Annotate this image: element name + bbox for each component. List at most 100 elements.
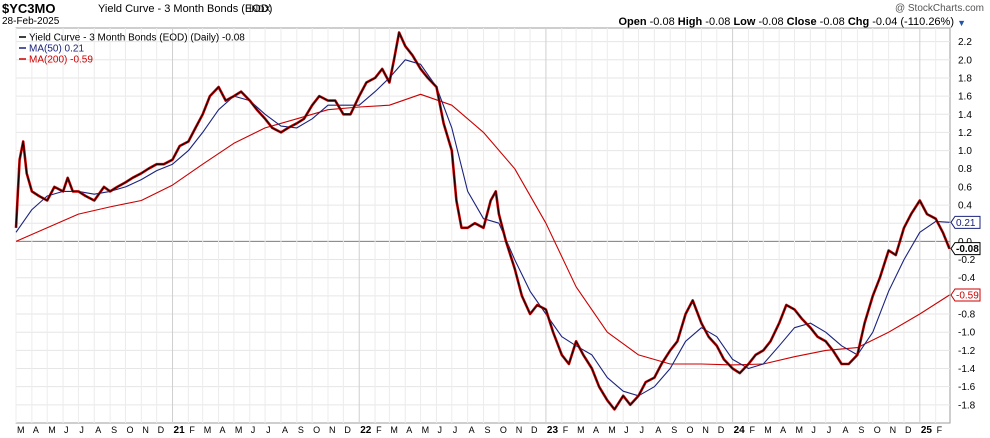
x-month-label: D: [344, 425, 351, 435]
ohlc-readout: Open -0.08 High -0.08 Low -0.08 Close -0…: [618, 16, 954, 28]
x-month-label: M: [796, 425, 804, 435]
y-tick-label: 1.4: [958, 110, 972, 121]
x-month-label: F: [189, 425, 195, 435]
price-series-line: [15, 32, 950, 410]
x-month-label: A: [33, 425, 39, 435]
legend-entry: MA(50) 0.21: [29, 44, 84, 55]
ma200-series-line: [15, 93, 950, 366]
x-month-label: A: [780, 425, 786, 435]
low-label: Low: [733, 16, 756, 28]
x-month-label: D: [905, 425, 912, 435]
last-value-tag-box: [950, 242, 981, 256]
x-month-label: D: [718, 425, 725, 435]
high-value: -0.08: [705, 16, 731, 28]
x-month-label: A: [220, 425, 226, 435]
x-month-label: M: [764, 425, 772, 435]
x-month-label: N: [142, 425, 149, 435]
x-month-label: A: [282, 425, 288, 435]
y-tick-label: 0.6: [958, 182, 972, 193]
x-month-label: A: [593, 425, 599, 435]
y-tick-label: -1.8: [958, 400, 976, 411]
x-year-label: 25: [921, 425, 933, 436]
y-tick-label: -0.4: [958, 273, 976, 284]
x-month-label: N: [890, 425, 897, 435]
x-month-label: N: [329, 425, 336, 435]
chart-market: INDX: [249, 4, 271, 14]
y-tick-label: 2.2: [958, 37, 972, 48]
last-value-tag-box: [950, 215, 981, 229]
last-value-tag-text: -0.59: [956, 290, 979, 301]
last-value-tag: 0.21: [950, 215, 981, 229]
legend: Yield Curve - 3 Month Bonds (EOD) (Daily…: [19, 33, 245, 66]
y-tick-label: 1.0: [958, 146, 972, 157]
chg-value: -0.04 (-110.26%): [872, 16, 954, 28]
x-year-label: 22: [360, 425, 372, 436]
chart-date: 28-Feb-2025: [2, 16, 60, 27]
x-month-label: F: [937, 425, 943, 435]
x-month-label: J: [266, 425, 271, 435]
x-month-label: O: [126, 425, 133, 435]
x-year-label: 24: [734, 425, 746, 436]
legend-entry: Yield Curve - 3 Month Bonds (EOD) (Daily…: [29, 33, 245, 44]
y-tick-label: -0.8: [958, 310, 976, 321]
x-month-label: S: [858, 425, 864, 435]
x-month-label: A: [655, 425, 661, 435]
x-month-label: M: [204, 425, 212, 435]
open-value: -0.08: [649, 16, 675, 28]
x-month-label: N: [516, 425, 523, 435]
x-month-label: J: [79, 425, 84, 435]
x-month-label: J: [811, 425, 816, 435]
x-month-label: J: [639, 425, 644, 435]
x-month-label: O: [313, 425, 320, 435]
x-month-label: S: [671, 425, 677, 435]
y-tick-label: -1.6: [958, 382, 976, 393]
open-label: Open: [618, 16, 647, 28]
x-month-label: M: [577, 425, 585, 435]
x-month-label: S: [111, 425, 117, 435]
y-tick-label: -1.0: [958, 328, 976, 339]
x-month-label: A: [469, 425, 475, 435]
close-label: Close: [786, 16, 817, 28]
x-month-label: D: [158, 425, 165, 435]
x-month-label: A: [95, 425, 101, 435]
x-month-label: J: [453, 425, 458, 435]
x-month-label: D: [531, 425, 538, 435]
x-month-label: O: [874, 425, 881, 435]
x-month-label: S: [485, 425, 491, 435]
low-value: -0.08: [758, 16, 784, 28]
last-value-tag: -0.59: [950, 288, 981, 302]
x-month-label: N: [702, 425, 709, 435]
x-month-label: O: [687, 425, 694, 435]
x-month-label: J: [251, 425, 256, 435]
y-tick-label: 0.4: [958, 201, 972, 212]
y-tick-label: 1.6: [958, 92, 972, 103]
x-month-label: M: [390, 425, 398, 435]
x-month-label: F: [563, 425, 569, 435]
close-value: -0.08: [819, 16, 845, 28]
x-month-label: S: [298, 425, 304, 435]
last-value-tag-text: 0.21: [956, 218, 976, 229]
dropdown-triangle-icon[interactable]: ▼: [957, 18, 966, 28]
x-month-label: A: [843, 425, 849, 435]
chart-symbol: $YC3MO: [2, 1, 56, 16]
legend-entry: MA(200) -0.59: [29, 55, 93, 66]
brand-watermark: @ StockCharts.com: [894, 3, 984, 14]
last-value-tag-box: [950, 288, 981, 302]
x-month-label: M: [17, 425, 25, 435]
high-label: High: [677, 16, 703, 28]
x-month-label: M: [48, 425, 56, 435]
x-month-label: M: [235, 425, 243, 435]
y-tick-label: -1.4: [958, 364, 976, 375]
x-month-label: F: [376, 425, 382, 435]
x-month-label: J: [64, 425, 69, 435]
ma50-series-line: [15, 59, 950, 397]
x-year-label: 23: [547, 425, 559, 436]
chg-label: Chg: [847, 16, 870, 28]
y-tick-label: 1.8: [958, 73, 972, 84]
last-value-tag-text: -0.08: [956, 244, 979, 255]
x-month-label: F: [749, 425, 755, 435]
x-year-label: 21: [174, 425, 186, 436]
x-month-label: M: [422, 425, 430, 435]
last-value-tag: -0.08: [950, 242, 981, 256]
